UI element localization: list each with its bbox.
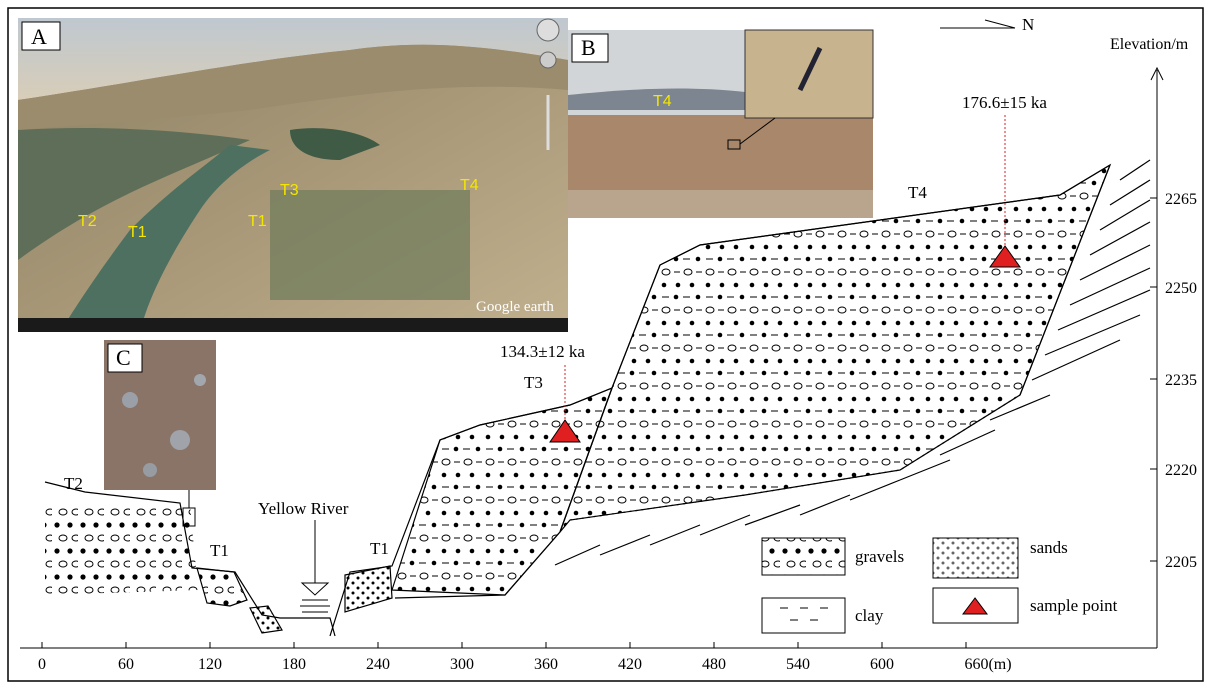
legend-label: clay: [855, 606, 884, 625]
x-tick-label: 480: [702, 656, 726, 673]
terrace-label: T1: [370, 539, 389, 558]
y-tick-label: 2205: [1165, 554, 1197, 571]
legend-label: sands: [1030, 538, 1068, 557]
terrace-label: T1: [210, 541, 229, 560]
photo-a: Google earth T3 T4 T2 T1 T1 A: [18, 18, 568, 332]
x-tick-label: 240: [366, 656, 390, 673]
panel-label: A: [31, 24, 47, 49]
x-tick-label: 0: [38, 656, 46, 673]
legend-label: gravels: [855, 547, 904, 566]
river-label: Yellow River: [258, 499, 349, 518]
legend-label: sample point: [1030, 596, 1118, 615]
y-tick-label: 2235: [1165, 372, 1197, 389]
terrace-label: T1: [128, 224, 147, 241]
x-tick-label: 300: [450, 656, 474, 673]
photo-c: C: [104, 340, 216, 526]
x-tick-label: 180: [282, 656, 306, 673]
x-tick-label: 420: [618, 656, 642, 673]
river: Yellow River: [258, 499, 349, 612]
panel-label: B: [581, 35, 596, 60]
terrace-label: T3: [280, 182, 299, 199]
x-tick-label: 360: [534, 656, 558, 673]
y-tick-label: 2265: [1165, 191, 1197, 208]
x-tick-label: 120: [198, 656, 222, 673]
age-label: 176.6±15 ka: [962, 93, 1047, 112]
y-axis-title: Elevation/m: [1110, 36, 1189, 53]
terrace-label: T4: [653, 93, 672, 110]
watermark: Google earth: [476, 299, 554, 315]
age-label: 134.3±12 ka: [500, 342, 585, 361]
terrace-label: T1: [248, 213, 267, 230]
panel-label: C: [116, 345, 131, 370]
x-tick-label: 660(m): [964, 656, 1011, 673]
figure: Google earth T3 T4 T2 T1 T1 A T4 B C N: [0, 0, 1211, 689]
north-label: N: [1022, 15, 1034, 34]
terrace-label: T2: [78, 213, 97, 230]
north-arrow: N: [940, 15, 1034, 34]
terrace-label: T4: [908, 183, 927, 202]
terrace-label: T4: [460, 177, 479, 194]
terrace-label: T2: [64, 474, 83, 493]
terrace-label: T3: [524, 373, 543, 392]
x-tick-label: 600: [870, 656, 894, 673]
x-tick-label: 540: [786, 656, 810, 673]
y-tick-label: 2250: [1165, 280, 1197, 297]
photo-b: T4 B: [568, 30, 873, 218]
x-tick-label: 60: [118, 656, 134, 673]
y-tick-label: 2220: [1165, 462, 1197, 479]
